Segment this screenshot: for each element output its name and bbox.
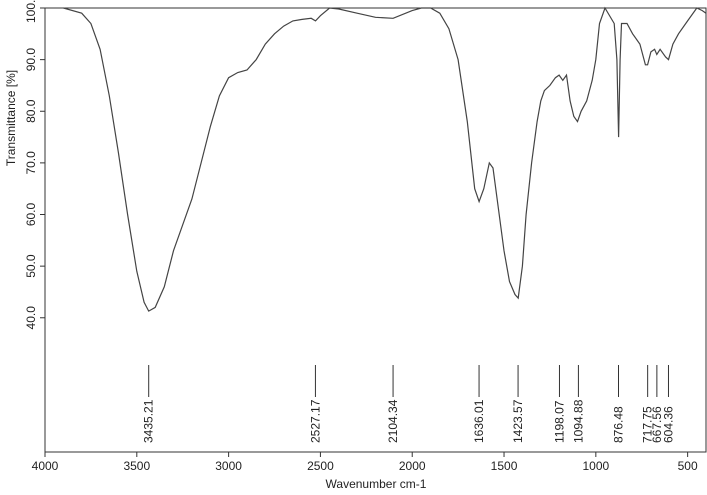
peak-label: 2104.34 — [386, 399, 400, 443]
peak-label: 3435.21 — [142, 399, 156, 443]
y-tick-label: 100.0 — [24, 0, 38, 23]
y-tick-label: 90.0 — [24, 48, 38, 72]
y-tick-label: 50.0 — [24, 254, 38, 278]
peak-label: 667.56 — [650, 406, 664, 443]
x-tick-label: 1500 — [491, 459, 518, 473]
peak-label: 1198.07 — [552, 400, 566, 443]
x-tick-label: 4000 — [32, 459, 59, 473]
x-tick-label: 1000 — [582, 459, 609, 473]
y-axis-label: Transmittance [%] — [4, 70, 18, 166]
peak-label: 876.48 — [612, 406, 626, 443]
x-tick-label: 3000 — [215, 459, 242, 473]
peak-label: 717.75 — [641, 406, 655, 443]
peak-label: 1423.57 — [511, 399, 525, 443]
x-tick-label: 2000 — [399, 459, 426, 473]
peak-label: 2527.17 — [308, 399, 322, 443]
y-tick-label: 80.0 — [24, 99, 38, 123]
x-axis-label: Wavenumber cm-1 — [326, 477, 427, 491]
x-tick-label: 500 — [678, 459, 698, 473]
x-tick-label: 3500 — [123, 459, 150, 473]
peak-label: 1094.88 — [571, 399, 585, 443]
plot-frame — [44, 7, 707, 453]
y-tick-label: 60.0 — [24, 203, 38, 227]
x-tick-label: 2500 — [307, 459, 334, 473]
peak-label: 1636.01 — [472, 399, 486, 443]
y-tick-label: 70.0 — [24, 151, 38, 175]
y-tick-label: 40.0 — [24, 306, 38, 330]
spectrum-line — [63, 6, 707, 312]
peak-label: 604.36 — [661, 406, 675, 443]
